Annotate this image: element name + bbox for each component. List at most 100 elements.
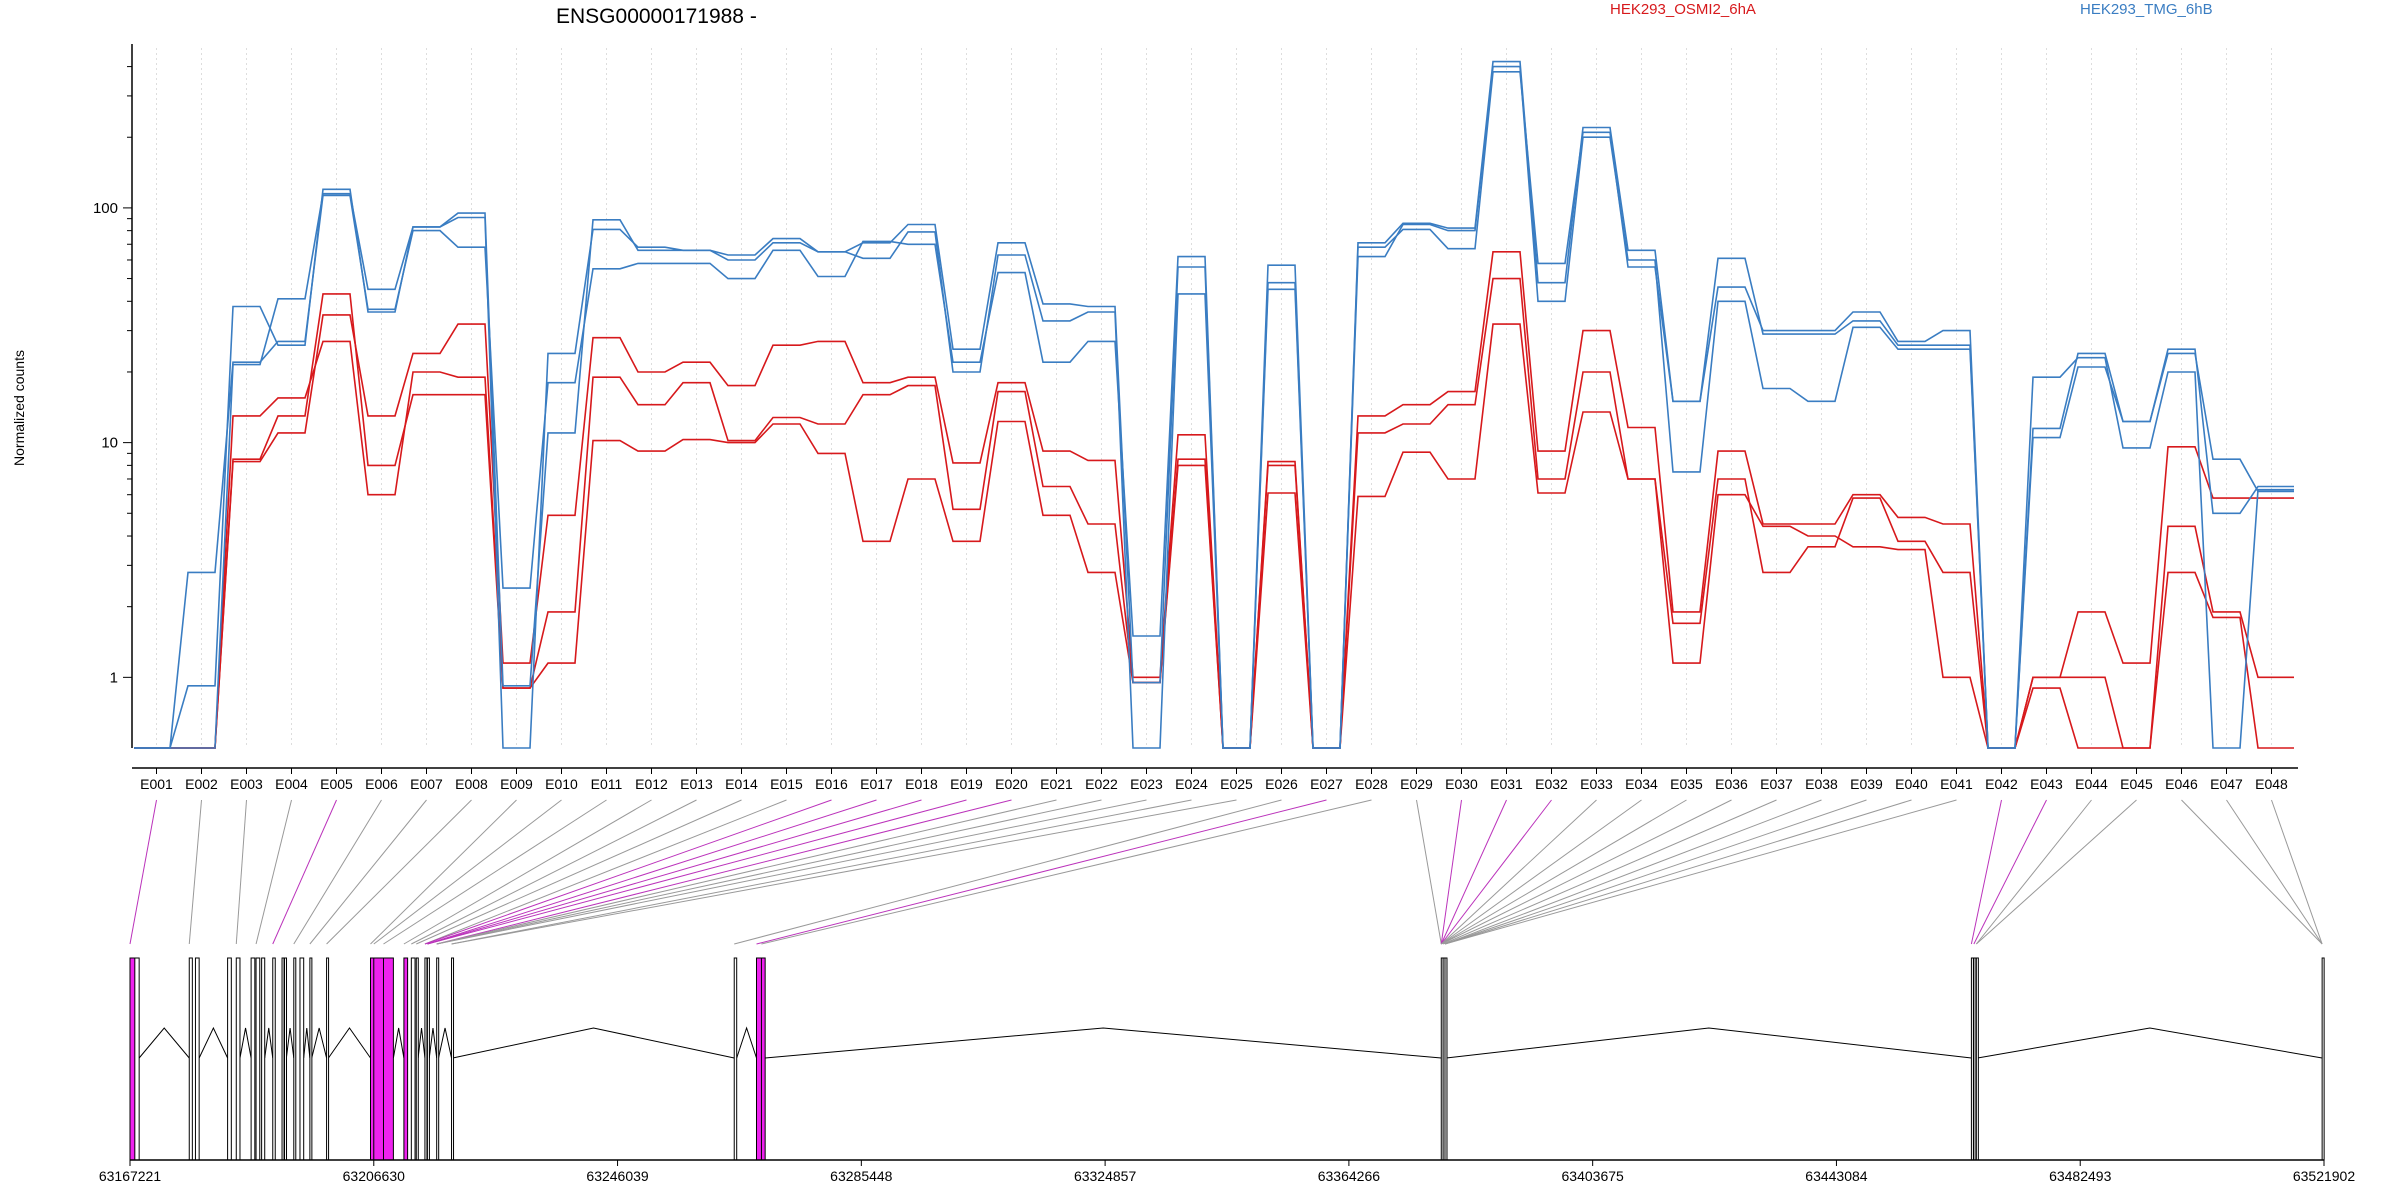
exon-box [451,957,455,1161]
intron-line [303,1027,311,1059]
intron-line [138,1027,190,1059]
exon-label: E039 [1850,776,1883,792]
exon-connector [451,799,1237,945]
genomic-axis: 63167221 63206630 63246039 63285448 63324857… [99,1159,2355,1184]
exon-label: E014 [725,776,758,792]
exon-label: E006 [365,776,398,792]
exon-box [326,957,330,1161]
exon-label: E027 [1310,776,1343,792]
exon-connector [188,799,202,945]
exon-label: E024 [1175,776,1208,792]
exon-label: E026 [1265,776,1298,792]
intron-line [736,1026,757,1059]
exon-label: E017 [860,776,893,792]
exon-label: E029 [1400,776,1433,792]
exon-label: E020 [995,776,1028,792]
intron-line [438,1027,453,1059]
exon-label: E035 [1670,776,1703,792]
exon-label: E015 [770,776,803,792]
exon-connector [424,799,787,945]
exon-label: E046 [2165,776,2198,792]
series-lines [134,60,2294,749]
exon-box [415,957,419,1161]
exon-box [410,957,416,1161]
exon-box [299,957,305,1161]
exon-tick-labels: E001 E002 E003 E004 E005 E006 E007 E008 E009 E010… [140,768,2288,792]
intron-line [239,1027,252,1059]
exon-connector [1440,799,1642,945]
exon-connector [326,799,472,945]
exon-connector [2181,799,2323,945]
exon-label: E038 [1805,776,1838,792]
exon-connector [1440,799,1552,945]
legend-label-tmg: HEK293_TMG_6hB [2080,1,2213,18]
intron-line [198,1026,229,1059]
exon-connector [383,799,607,945]
exon-box [424,957,428,1161]
exon-label: E022 [1085,776,1118,792]
series-line [134,71,2294,749]
exon-label: E007 [410,776,443,792]
exon-connector [1444,799,1867,945]
exon-label: E001 [140,776,173,792]
exon-box [403,957,409,1161]
exon-label: E004 [275,776,308,792]
exon-connector [272,799,337,945]
y-tick-label: 10 [101,435,118,452]
exon-connector [403,799,652,945]
exon-connector [416,799,742,945]
y-axis-label: Normalized counts [11,350,27,466]
exon-box [194,957,200,1161]
gene-model [129,957,2325,1161]
exon-connector [451,799,1192,945]
exon-connector [427,799,877,945]
exon-connector [293,799,382,945]
intron-line [1977,1027,2323,1059]
exon-label: E036 [1715,776,1748,792]
intron-line [417,1027,426,1059]
exon-connector [761,799,1372,945]
genomic-tick-label: 63364266 [1318,1168,1381,1184]
intron-line [765,1027,1442,1059]
exon-label: E037 [1760,776,1793,792]
genomic-tick-label: 63246039 [586,1168,649,1184]
exon-label: E008 [455,776,488,792]
exon-box [261,957,266,1161]
exon-label: E023 [1130,776,1163,792]
intron-line [285,1027,295,1059]
intron-line [392,1027,405,1059]
exon-label: E016 [815,776,848,792]
exon-connector [1440,799,1462,945]
exon-label: E010 [545,776,578,792]
exon-connector [436,799,1102,945]
exon-label: E031 [1490,776,1523,792]
exon-label: E040 [1895,776,1928,792]
exon-connector [2226,799,2323,945]
intron-line [428,1027,438,1059]
intron-line [264,1027,274,1059]
exon-label: E034 [1625,776,1658,792]
exon-connector [436,799,1147,945]
legend-label-osmi2: HEK293_OSMI2_6hA [1610,1,1756,18]
exon-connector [427,799,922,945]
exon-box [436,957,440,1161]
exon-box [284,957,288,1161]
exon-connector-lines [129,799,2323,945]
exon-box [760,957,766,1161]
exon-connector [1441,799,1687,945]
exon-box [1970,957,1974,1161]
exon-connector [1973,799,2047,945]
y-tick-label: 1 [110,669,118,686]
exon-box [188,957,193,1161]
exon-box [255,957,261,1161]
exon-box [250,957,256,1161]
exon-label: E018 [905,776,938,792]
exon-box [235,957,241,1161]
intron-line [311,1027,328,1059]
exon-label: E013 [680,776,713,792]
exon-box [1973,957,1977,1161]
exon-box [227,957,232,1161]
exon-connector [373,799,562,945]
exon-box [1444,957,1448,1161]
exon-connector [370,799,517,945]
